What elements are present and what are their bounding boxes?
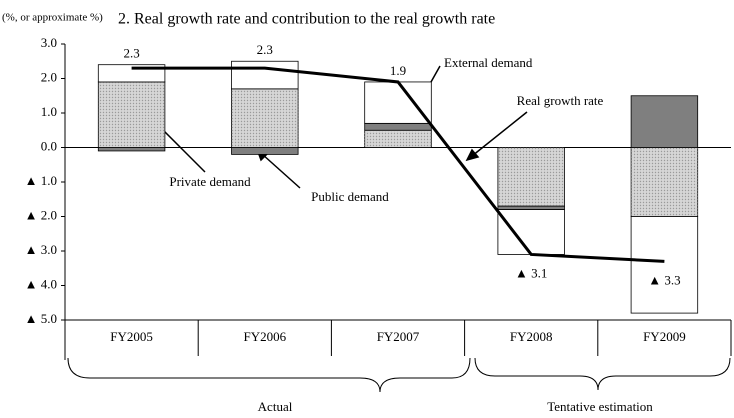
annotation: External demand <box>444 55 533 70</box>
data-label: ▲ 3.3 <box>648 272 680 287</box>
bar-segment <box>630 216 699 314</box>
x-tick-label: FY2008 <box>510 329 553 344</box>
bar-segment <box>364 81 432 124</box>
bar-segment <box>497 209 565 255</box>
bar-segment <box>231 147 299 155</box>
bar-segment <box>364 122 432 131</box>
chart-title: 2. Real growth rate and contribution to … <box>118 11 495 28</box>
x-tick-label: FY2005 <box>110 329 153 344</box>
data-label: 2.3 <box>123 46 139 61</box>
x-tick-label: FY2009 <box>643 329 686 344</box>
y-tick-label: ▲ 4.0 <box>25 276 57 291</box>
bar-segment <box>231 60 299 90</box>
bar-texture <box>231 88 299 148</box>
bar-segment <box>97 147 166 152</box>
y-tick-label: 1.0 <box>41 104 57 119</box>
bar-texture <box>364 130 432 148</box>
data-label: 1.9 <box>390 63 406 78</box>
arrows <box>138 65 528 189</box>
brace-actual <box>67 357 471 393</box>
bar-segment <box>497 205 565 210</box>
unit-label: (%, or approximate %) <box>2 12 103 24</box>
brace-estimation <box>474 357 731 391</box>
y-tick-label: ▲ 1.0 <box>25 173 57 188</box>
x-tick-label: FY2006 <box>243 329 286 344</box>
y-tick-label: ▲ 2.0 <box>25 207 57 222</box>
annotation: Real growth rate <box>517 93 604 108</box>
x-tick-label: FY2007 <box>377 329 420 344</box>
data-label: ▲ 3.1 <box>515 265 547 280</box>
group-label: Tentative estimation <box>547 399 653 414</box>
bar-texture <box>98 81 165 148</box>
bar-texture <box>631 147 698 217</box>
y-tick-label: 0.0 <box>41 138 57 153</box>
y-tick-label: 2.0 <box>41 69 57 84</box>
annotation: Private demand <box>169 174 251 189</box>
annotation: Public demand <box>311 189 389 204</box>
y-tick-label: ▲ 3.0 <box>25 242 57 257</box>
y-tick-label: ▲ 5.0 <box>25 311 57 326</box>
group-label: Actual <box>258 399 293 414</box>
bar-texture <box>497 147 565 207</box>
line <box>131 66 665 263</box>
data-label: 2.3 <box>257 42 273 57</box>
bar-segment <box>630 95 699 148</box>
y-tick-label: 3.0 <box>41 35 57 50</box>
